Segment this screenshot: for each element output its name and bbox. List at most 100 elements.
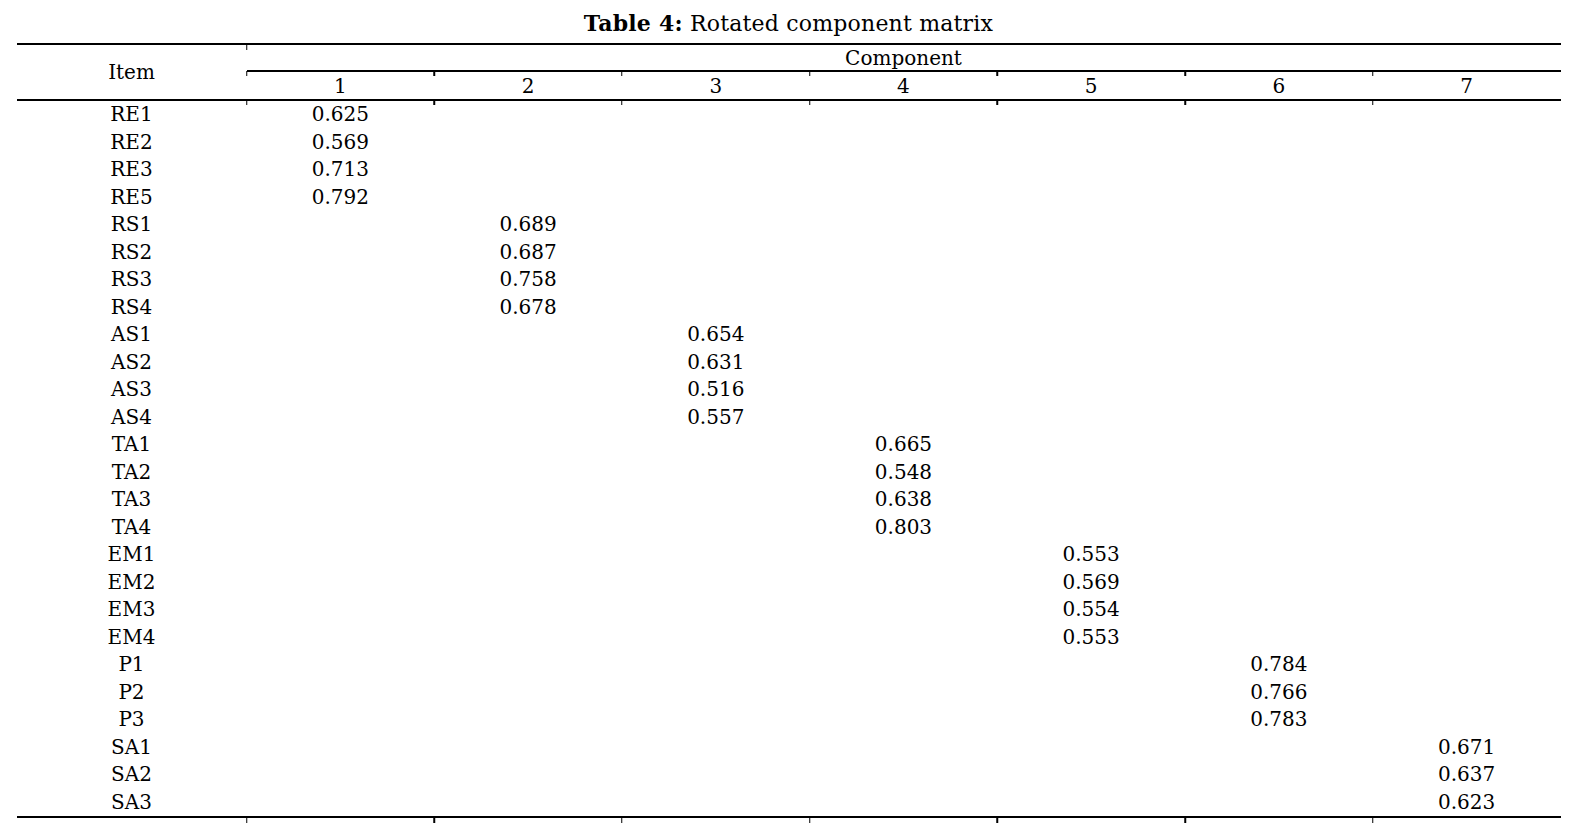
empty-cell (434, 321, 622, 349)
empty-cell (810, 211, 998, 239)
empty-cell (247, 651, 435, 679)
empty-cell (997, 349, 1185, 377)
empty-cell (1373, 349, 1561, 377)
empty-cell (810, 129, 998, 157)
item-label: AS2 (17, 349, 247, 377)
empty-cell (1185, 156, 1373, 184)
column-boundary-tick (1372, 71, 1374, 76)
column-boundary-tick (997, 71, 999, 76)
empty-cell (622, 211, 810, 239)
column-boundary-tick (246, 818, 248, 823)
empty-cell (247, 734, 435, 762)
table-row: RE30.713 (17, 156, 1561, 184)
empty-cell (1185, 349, 1373, 377)
empty-cell (1373, 129, 1561, 157)
table-row: AS40.557 (17, 404, 1561, 432)
item-label: RS4 (17, 294, 247, 322)
table-row: EM40.553 (17, 624, 1561, 652)
column-boundary-tick (621, 100, 623, 105)
empty-cell (810, 184, 998, 212)
item-label: RE5 (17, 184, 247, 212)
item-label: AS1 (17, 321, 247, 349)
empty-cell (434, 514, 622, 542)
empty-cell (247, 514, 435, 542)
empty-cell (1185, 100, 1373, 129)
empty-cell (810, 789, 998, 818)
empty-cell (1185, 129, 1373, 157)
empty-cell (1373, 624, 1561, 652)
empty-cell (997, 761, 1185, 789)
table-row: RE50.792 (17, 184, 1561, 212)
empty-cell (997, 266, 1185, 294)
item-label: RE1 (17, 100, 247, 129)
empty-cell (247, 349, 435, 377)
empty-cell (622, 514, 810, 542)
item-label: RE2 (17, 129, 247, 157)
table-row: P30.783 (17, 706, 1561, 734)
item-label: P2 (17, 679, 247, 707)
empty-cell (810, 239, 998, 267)
empty-cell (1185, 541, 1373, 569)
empty-cell (247, 211, 435, 239)
column-boundary-tick (621, 71, 623, 76)
table-row: SA30.623 (17, 789, 1561, 818)
item-label: EM3 (17, 596, 247, 624)
empty-cell (622, 459, 810, 487)
item-label: SA2 (17, 761, 247, 789)
empty-cell (247, 376, 435, 404)
empty-cell (1373, 459, 1561, 487)
empty-cell (434, 431, 622, 459)
empty-cell (810, 761, 998, 789)
item-label: EM1 (17, 541, 247, 569)
empty-cell (622, 734, 810, 762)
table-row: EM30.554 (17, 596, 1561, 624)
empty-cell (1373, 679, 1561, 707)
item-label: EM2 (17, 569, 247, 597)
column-boundary-tick (997, 818, 999, 823)
column-boundary-tick (433, 100, 435, 105)
empty-cell (434, 459, 622, 487)
empty-cell (622, 184, 810, 212)
column-boundary-tick (997, 100, 999, 105)
rotated-component-matrix: Item Component 1234567 RE10.625RE20.569R… (17, 43, 1561, 818)
component-col-header: 3 (622, 71, 810, 100)
empty-cell (434, 376, 622, 404)
empty-cell (997, 486, 1185, 514)
empty-cell (1185, 321, 1373, 349)
loading-value: 0.516 (622, 376, 810, 404)
empty-cell (622, 761, 810, 789)
loading-value: 0.569 (247, 129, 435, 157)
loading-value: 0.553 (997, 541, 1185, 569)
empty-cell (434, 624, 622, 652)
table-row: P20.766 (17, 679, 1561, 707)
column-boundary-tick (433, 818, 435, 823)
loading-value: 0.631 (622, 349, 810, 377)
loading-value: 0.784 (1185, 651, 1373, 679)
empty-cell (997, 514, 1185, 542)
empty-cell (810, 404, 998, 432)
empty-cell (1185, 569, 1373, 597)
empty-cell (810, 706, 998, 734)
empty-cell (997, 679, 1185, 707)
empty-cell (1373, 156, 1561, 184)
empty-cell (1185, 624, 1373, 652)
empty-cell (434, 404, 622, 432)
empty-cell (1373, 211, 1561, 239)
table-row: TA20.548 (17, 459, 1561, 487)
column-boundary-tick (246, 71, 248, 76)
component-col-header: 5 (997, 71, 1185, 100)
loading-value: 0.625 (247, 100, 435, 129)
column-boundary-tick (1184, 818, 1186, 823)
component-col-header: 6 (1185, 71, 1373, 100)
empty-cell (810, 266, 998, 294)
component-col-header: 1 (247, 71, 435, 100)
table-row: RS40.678 (17, 294, 1561, 322)
table-row: RS20.687 (17, 239, 1561, 267)
empty-cell (247, 789, 435, 818)
empty-cell (247, 294, 435, 322)
empty-cell (810, 679, 998, 707)
empty-cell (997, 431, 1185, 459)
empty-cell (622, 156, 810, 184)
loading-value: 0.569 (997, 569, 1185, 597)
loading-value: 0.553 (997, 624, 1185, 652)
